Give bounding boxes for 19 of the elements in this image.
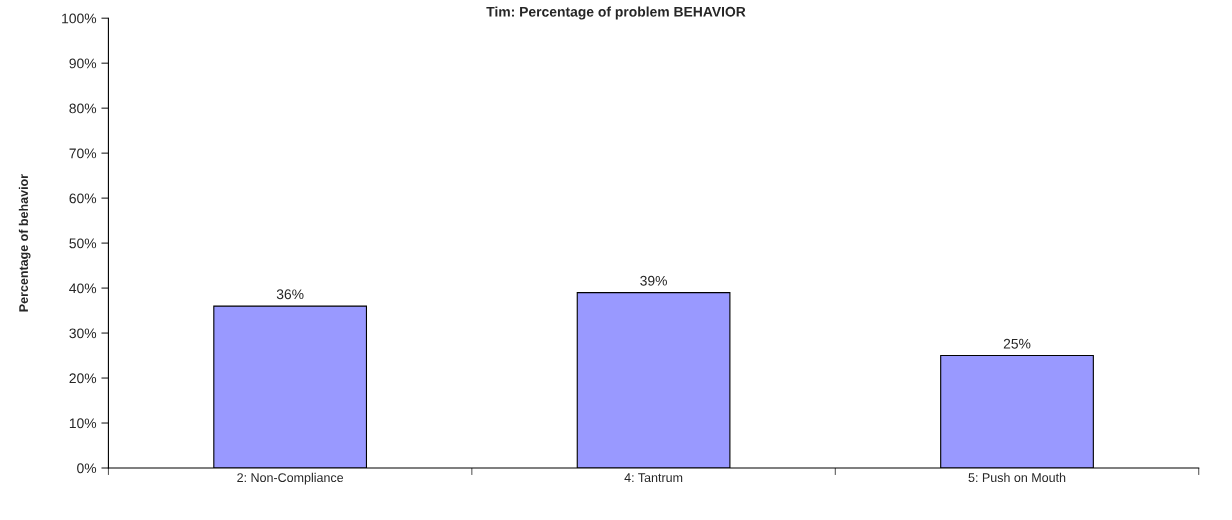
- y-tick-label: 50%: [69, 238, 97, 249]
- y-tick-label: 30%: [69, 328, 97, 339]
- y-axis-title: Percentage of behavior: [18, 174, 31, 312]
- y-tick-label: 60%: [69, 193, 97, 204]
- x-tick-label: 2: Non-Compliance: [237, 472, 344, 485]
- data-label: 25%: [1003, 338, 1031, 349]
- chart-title: Tim: Percentage of problem BEHAVIOR: [486, 6, 746, 20]
- y-tick-label: 10%: [69, 418, 97, 429]
- y-tick-label: 40%: [69, 283, 97, 294]
- x-tick-label: 4: Tantrum: [624, 473, 683, 483]
- data-label: 36%: [276, 289, 304, 300]
- y-tick-label: 20%: [69, 373, 97, 384]
- y-tick-label: 100%: [62, 13, 97, 24]
- y-tick-label: 70%: [69, 148, 97, 159]
- data-label: 39%: [640, 275, 667, 286]
- x-tick-label: 5: Push on Mouth: [968, 472, 1066, 483]
- y-tick-label: 90%: [69, 58, 97, 69]
- y-tick-label: 0%: [77, 463, 97, 474]
- y-tick-label: 80%: [69, 103, 97, 114]
